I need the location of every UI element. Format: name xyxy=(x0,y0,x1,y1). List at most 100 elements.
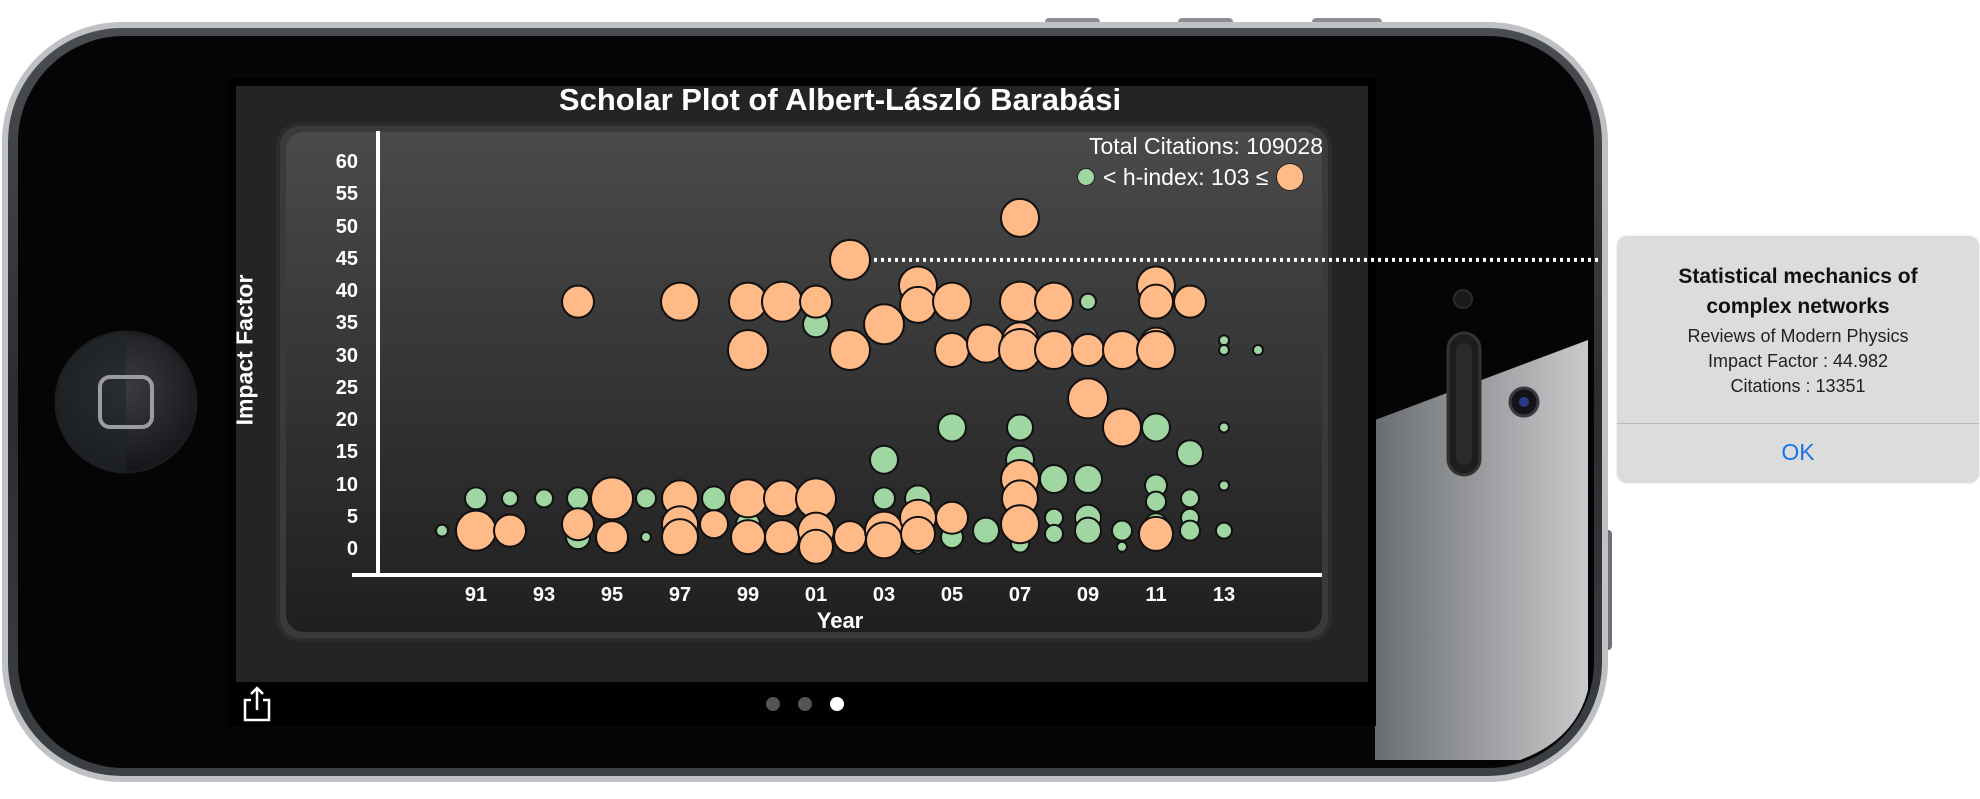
data-point-above-h-index[interactable] xyxy=(865,521,903,560)
data-point-above-h-index[interactable] xyxy=(829,329,871,372)
y-tick-label: 55 xyxy=(335,183,358,206)
x-tick-label: 99 xyxy=(736,584,760,606)
x-tick-label: 03 xyxy=(872,584,896,606)
data-point-above-h-index[interactable] xyxy=(761,280,803,323)
data-point-above-h-index[interactable] xyxy=(764,519,800,556)
data-point-below-h-index[interactable] xyxy=(972,516,1000,545)
data-point-above-h-index[interactable] xyxy=(934,332,970,369)
data-point-above-h-index[interactable] xyxy=(763,479,801,518)
data-point-below-h-index[interactable] xyxy=(1073,464,1103,495)
data-point-above-h-index[interactable] xyxy=(799,284,833,319)
data-point-below-h-index[interactable] xyxy=(937,412,967,443)
data-point-above-h-index[interactable] xyxy=(1138,283,1174,320)
data-point-above-h-index[interactable] xyxy=(932,281,972,322)
data-point-below-h-index[interactable] xyxy=(1039,464,1069,495)
y-tick-label: 20 xyxy=(335,409,358,431)
data-point-above-h-index[interactable] xyxy=(1071,333,1105,368)
x-tick-label: 11 xyxy=(1145,584,1167,606)
data-point-above-h-index[interactable] xyxy=(699,509,729,540)
data-point-above-h-index[interactable] xyxy=(661,518,699,557)
alert-impact-factor: Impact Factor : 44.982 xyxy=(1707,351,1889,371)
h-index-legend: < h-index: 103 ≤ xyxy=(1077,163,1305,191)
y-tick-label: 50 xyxy=(335,215,358,238)
data-point-below-h-index[interactable] xyxy=(1044,523,1064,544)
x-tick-label: 91 xyxy=(464,584,488,606)
data-point-below-h-index[interactable] xyxy=(1141,412,1171,443)
data-point-above-h-index[interactable] xyxy=(455,509,497,552)
data-point-below-h-index[interactable] xyxy=(1252,344,1264,357)
legend-small-dot-icon xyxy=(1077,168,1095,186)
x-tick-label: 93 xyxy=(532,584,556,606)
data-point-above-h-index[interactable] xyxy=(935,500,969,535)
data-point-below-h-index[interactable] xyxy=(1218,334,1230,347)
data-point-below-h-index[interactable] xyxy=(872,486,896,511)
data-point-above-h-index[interactable] xyxy=(798,528,834,565)
data-point-below-h-index[interactable] xyxy=(1215,521,1233,540)
y-tick-label: 25 xyxy=(335,376,358,399)
data-point-below-h-index[interactable] xyxy=(1074,516,1102,545)
data-point-above-h-index[interactable] xyxy=(1067,377,1109,420)
data-point-above-h-index[interactable] xyxy=(1034,281,1074,322)
data-point-below-h-index[interactable] xyxy=(1111,519,1133,542)
scatter-points xyxy=(435,197,1264,565)
y-tick-label: 0 xyxy=(346,538,358,560)
data-point-above-h-index[interactable] xyxy=(863,303,905,346)
paper-detail-alert: Statistical mechanics of complex network… xyxy=(1617,236,1979,483)
data-point-below-h-index[interactable] xyxy=(534,488,554,509)
data-point-above-h-index[interactable] xyxy=(728,478,768,519)
data-point-above-h-index[interactable] xyxy=(1102,330,1142,371)
data-point-below-h-index[interactable] xyxy=(566,486,590,511)
data-point-below-h-index[interactable] xyxy=(701,485,727,512)
data-point-above-h-index[interactable] xyxy=(561,284,595,319)
data-point-above-h-index[interactable] xyxy=(899,285,937,324)
data-point-below-h-index[interactable] xyxy=(1145,490,1167,513)
data-point-below-h-index[interactable] xyxy=(1180,488,1200,509)
chart-axes xyxy=(352,131,1322,577)
legend-large-dot-icon xyxy=(1276,163,1305,191)
data-point-above-h-index[interactable] xyxy=(493,513,527,548)
data-point-below-h-index[interactable] xyxy=(1116,540,1128,553)
data-point-above-h-index[interactable] xyxy=(829,238,871,281)
data-point-above-h-index[interactable] xyxy=(730,519,766,556)
data-point-above-h-index[interactable] xyxy=(561,507,595,542)
data-point-below-h-index[interactable] xyxy=(869,444,899,475)
alert-ok-button[interactable]: OK xyxy=(1781,439,1815,465)
data-point-above-h-index[interactable] xyxy=(727,329,769,372)
data-point-below-h-index[interactable] xyxy=(1218,479,1230,492)
data-point-above-h-index[interactable] xyxy=(595,520,629,555)
page-dot[interactable] xyxy=(798,697,812,711)
data-point-above-h-index[interactable] xyxy=(1000,504,1040,545)
data-point-above-h-index[interactable] xyxy=(1034,330,1074,371)
page-dot[interactable] xyxy=(766,697,780,711)
data-point-above-h-index[interactable] xyxy=(1138,515,1174,552)
total-citations: Total Citations: 109028 xyxy=(1089,133,1323,159)
page-dot[interactable] xyxy=(830,697,844,711)
x-axis-title: Year xyxy=(816,608,864,633)
alert-title: Statistical mechanics of complex network… xyxy=(1678,265,1918,318)
data-point-above-h-index[interactable] xyxy=(1102,407,1142,448)
data-point-above-h-index[interactable] xyxy=(833,520,867,555)
data-point-above-h-index[interactable] xyxy=(660,281,700,322)
share-icon[interactable] xyxy=(242,686,272,722)
data-point-below-h-index[interactable] xyxy=(1006,413,1034,442)
data-point-below-h-index[interactable] xyxy=(1176,439,1204,468)
data-point-below-h-index[interactable] xyxy=(1079,292,1097,311)
data-point-below-h-index[interactable] xyxy=(635,487,657,510)
alert-citations: Citations : 13351 xyxy=(1730,376,1866,396)
data-point-below-h-index[interactable] xyxy=(435,523,449,538)
data-point-below-h-index[interactable] xyxy=(1218,344,1230,357)
data-point-below-h-index[interactable] xyxy=(501,489,519,508)
chart-title: Scholar Plot of Albert-László Barabási xyxy=(558,82,1122,117)
data-point-above-h-index[interactable] xyxy=(1136,330,1176,371)
data-point-below-h-index[interactable] xyxy=(1218,421,1230,434)
data-point-above-h-index[interactable] xyxy=(900,515,936,552)
data-point-above-h-index[interactable] xyxy=(590,476,634,521)
data-point-above-h-index[interactable] xyxy=(1000,197,1040,238)
x-tick-label: 13 xyxy=(1212,584,1236,606)
data-point-below-h-index[interactable] xyxy=(640,531,652,544)
page-control[interactable] xyxy=(766,697,844,711)
data-point-above-h-index[interactable] xyxy=(1173,284,1207,319)
data-point-below-h-index[interactable] xyxy=(464,486,488,511)
data-point-below-h-index[interactable] xyxy=(1179,519,1201,542)
home-button-icon xyxy=(98,375,154,429)
